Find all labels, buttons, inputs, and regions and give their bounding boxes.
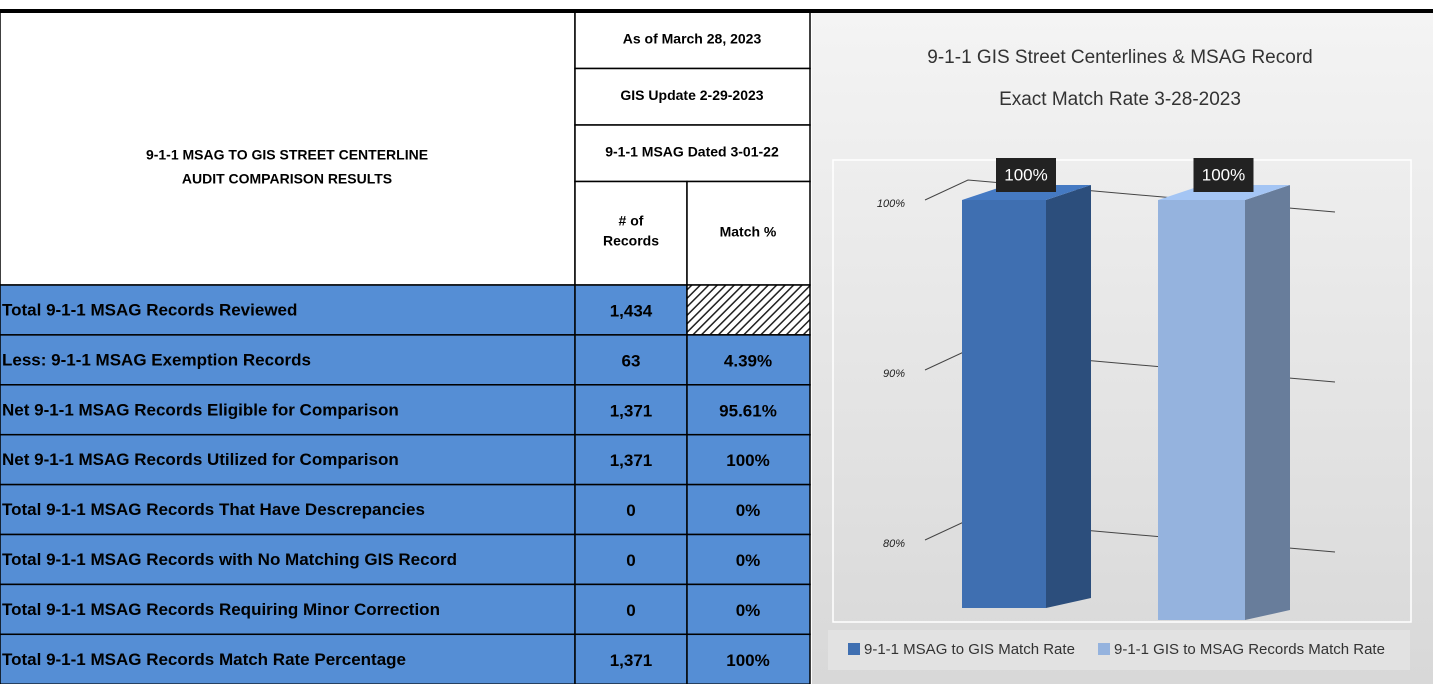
column-header: # of [619, 213, 644, 229]
match-pct: 0% [736, 601, 761, 620]
header-cell: 9-1-1 MSAG Dated 3-01-22 [605, 144, 779, 160]
cell [574, 633, 688, 684]
cell [686, 483, 811, 536]
row-label: Total 9-1-1 MSAG Records with No Matchin… [2, 550, 457, 569]
legend-label: 9-1-1 GIS to MSAG Records Match Rate [1114, 641, 1385, 658]
cell [0, 11, 576, 286]
cell [686, 334, 811, 386]
header-cell: GIS Update 2-29-2023 [620, 87, 763, 103]
table-title: AUDIT COMPARISON RESULTS [182, 171, 392, 187]
row-label: Total 9-1-1 MSAG Records That Have Descr… [2, 500, 425, 519]
cell [574, 180, 688, 286]
y-tick-label: 100% [877, 198, 905, 210]
match-pct: 4.39% [724, 351, 772, 370]
row-label: Less: 9-1-1 MSAG Exemption Records [2, 350, 311, 369]
column-header: Records [603, 233, 659, 249]
cell [574, 483, 688, 536]
bar [1158, 200, 1245, 620]
cell [0, 334, 576, 386]
row-label: Total 9-1-1 MSAG Records Requiring Minor… [2, 600, 440, 619]
cell [686, 433, 811, 486]
chart: 9-1-1 GIS Street Centerlines & MSAG Reco… [828, 47, 1410, 670]
cell [686, 533, 811, 586]
cell [0, 533, 576, 586]
legend-box [828, 630, 1410, 670]
legend-label: 9-1-1 MSAG to GIS Match Rate [864, 641, 1075, 658]
records: 0 [626, 551, 635, 570]
cell [686, 284, 811, 336]
match-pct: 95.61% [719, 401, 777, 420]
cell [574, 384, 688, 436]
match-pct: 100% [726, 651, 769, 670]
cell [0, 583, 576, 636]
row-label: Total 9-1-1 MSAG Records Match Rate Perc… [2, 650, 406, 669]
value-label-box [1193, 158, 1254, 192]
bar-side [1046, 185, 1091, 608]
legend-swatch [1098, 643, 1110, 655]
cell [0, 384, 576, 436]
cell [0, 483, 576, 536]
bar-top [1158, 185, 1290, 200]
value-label: 100% [1202, 165, 1245, 184]
cell [0, 433, 576, 486]
match-pct: 0% [736, 551, 761, 570]
row-label: Net 9-1-1 MSAG Records Utilized for Comp… [2, 450, 399, 469]
row-label: Net 9-1-1 MSAG Records Eligible for Comp… [2, 400, 399, 419]
table-title: 9-1-1 MSAG TO GIS STREET CENTERLINE [146, 147, 428, 163]
records: 1,371 [610, 651, 653, 670]
value-label-box [996, 158, 1056, 192]
row-label: Total 9-1-1 MSAG Records Reviewed [2, 300, 297, 319]
cell [686, 633, 811, 684]
cell [686, 180, 811, 286]
y-tick-label: 90% [883, 368, 905, 380]
cell [574, 533, 688, 586]
cell [574, 433, 688, 486]
header-cell: As of March 28, 2023 [623, 31, 762, 47]
cell [574, 284, 688, 336]
value-label: 100% [1004, 165, 1047, 184]
records: 1,434 [610, 301, 653, 320]
match-pct: 100% [726, 451, 769, 470]
chart-title: Exact Match Rate 3-28-2023 [999, 89, 1241, 110]
records: 1,371 [610, 401, 653, 420]
records: 1,371 [610, 451, 653, 470]
cell [574, 583, 688, 636]
cell [686, 583, 811, 636]
cell [574, 67, 811, 126]
cell [686, 384, 811, 436]
records: 0 [626, 501, 635, 520]
chart-background [812, 12, 1433, 684]
plot-frame [832, 159, 1412, 623]
legend-swatch [848, 643, 860, 655]
table: 9-1-1 MSAG TO GIS STREET CENTERLINE AUDIT… [0, 11, 811, 684]
records: 63 [622, 351, 641, 370]
match-pct: 0% [736, 501, 761, 520]
bar-side [1245, 185, 1290, 620]
cell [574, 124, 811, 183]
cell [0, 633, 576, 684]
bar-top [962, 185, 1091, 200]
bar [962, 200, 1046, 608]
chart-title: 9-1-1 GIS Street Centerlines & MSAG Reco… [927, 47, 1312, 68]
cell [0, 284, 576, 336]
y-tick-label: 80% [883, 538, 905, 550]
column-header: Match % [720, 224, 777, 240]
records: 0 [626, 601, 635, 620]
